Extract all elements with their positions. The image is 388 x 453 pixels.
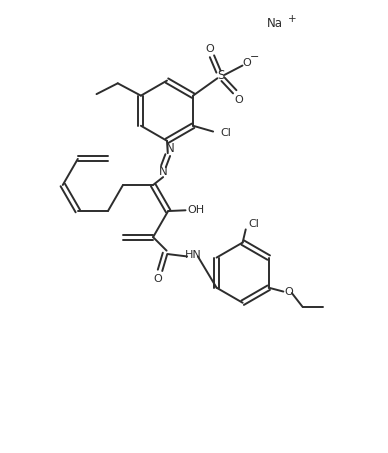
Text: O: O <box>234 95 243 105</box>
Text: O: O <box>206 43 215 53</box>
Text: Na: Na <box>267 17 283 30</box>
Text: O: O <box>154 274 163 284</box>
Text: O: O <box>284 287 293 297</box>
Text: +: + <box>288 14 297 24</box>
Text: N: N <box>166 142 175 155</box>
Text: HN: HN <box>185 250 202 260</box>
Text: −: − <box>250 52 260 62</box>
Text: OH: OH <box>188 204 205 215</box>
Text: S: S <box>217 69 225 82</box>
Text: O: O <box>243 58 251 68</box>
Text: Cl: Cl <box>249 219 260 229</box>
Text: Cl: Cl <box>220 128 231 138</box>
Text: N: N <box>159 165 168 178</box>
